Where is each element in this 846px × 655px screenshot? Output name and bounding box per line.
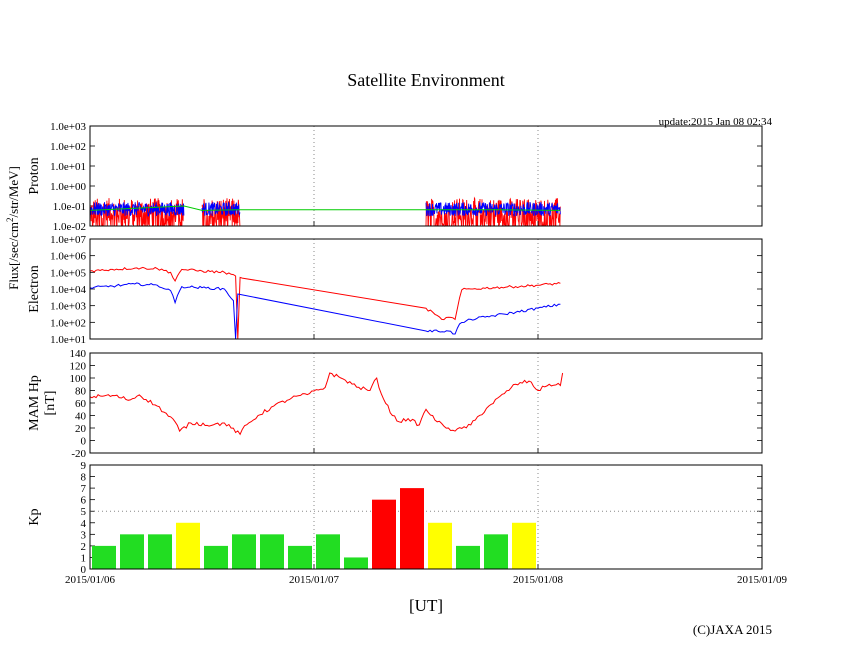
blue-series-line <box>89 282 561 340</box>
x-tick-label: 2015/01/09 <box>737 574 788 586</box>
copyright: (C)JAXA 2015 <box>693 622 772 637</box>
y-tick-label: 20 <box>75 423 87 435</box>
x-tick-label: 2015/01/07 <box>289 574 340 586</box>
panel-y-label: Electron <box>27 265 42 312</box>
panel-frame <box>89 125 763 227</box>
flux-label-prefix: Flux[/sec/cm <box>6 222 21 290</box>
electron-panel: 1.0e+01 1.0e+02 1.0e+03 1.0e+04 1.0e+05 1.0e+… <box>27 234 763 346</box>
panel-frame <box>89 352 763 454</box>
y-tick-label: 6 <box>81 495 87 507</box>
kp-bar <box>120 534 144 569</box>
y-tick-label: 1.0e+02 <box>50 141 86 153</box>
y-tick-label: 1.0e+05 <box>50 267 86 279</box>
y-tick-label: 0 <box>81 436 87 448</box>
red-series-line <box>89 266 561 340</box>
panel-y-label: Kp <box>27 508 42 525</box>
kp-bar <box>176 522 200 569</box>
y-tick-label: 9 <box>81 460 87 472</box>
y-tick-label: 1.0e+03 <box>50 301 86 313</box>
y-tick-label: 80 <box>75 386 87 398</box>
kp-bar <box>92 545 116 569</box>
y-tick-label: 1.0e+02 <box>50 317 86 329</box>
kp-bar <box>344 557 368 569</box>
y-tick-label: 1.0e+04 <box>50 284 86 296</box>
y-tick-label: 1.0e-02 <box>53 221 86 233</box>
y-tick-label: 0 <box>81 564 87 576</box>
kp-bar <box>456 545 480 569</box>
y-tick-label: 1.0e+01 <box>50 161 86 173</box>
update-timestamp: update:2015 Jan 08 02:34 <box>659 116 773 128</box>
kp-bar <box>288 545 312 569</box>
y-tick-label: 1.0e+00 <box>50 181 86 193</box>
kp-bar <box>512 522 536 569</box>
kp-bar <box>428 522 452 569</box>
kp-bar <box>260 534 284 569</box>
y-tick-label: 40 <box>75 411 87 423</box>
y-tick-label: 5 <box>81 506 87 518</box>
flux-label-suffix: /str/MeV] <box>6 166 21 217</box>
y-tick-label: 1.0e+06 <box>50 251 86 263</box>
chart-title: Satellite Environment <box>347 70 504 90</box>
proton-panel: 1.0e-02 1.0e-01 1.0e+00 1.0e+01 1.0e+02 1.0e+… <box>27 121 763 233</box>
panel-y-label: MAM Hp <box>27 375 42 431</box>
panel-y-label-unit: [nT] <box>43 391 58 416</box>
y-tick-label: 7 <box>81 483 87 495</box>
flux-label-sup: 2 <box>5 217 15 222</box>
y-tick-label: 3 <box>81 529 87 541</box>
green-series-line <box>89 205 561 211</box>
x-axis-label: [UT] <box>409 596 443 615</box>
y-tick-label: 8 <box>81 472 87 484</box>
x-tick-label: 2015/01/06 <box>65 574 116 586</box>
y-tick-label: 1.0e-01 <box>53 201 86 213</box>
y-tick-label: -20 <box>71 448 86 460</box>
y-tick-label: 140 <box>70 348 87 360</box>
y-tick-label: 120 <box>70 361 87 373</box>
kp-bar <box>204 545 228 569</box>
y-tick-label: 100 <box>70 373 87 385</box>
y-tick-label: 4 <box>81 518 87 530</box>
panel-y-label: Proton <box>27 157 42 194</box>
kp-bar <box>400 488 424 569</box>
kp-bar <box>316 534 340 569</box>
y-tick-label: 1.0e+07 <box>50 234 86 246</box>
y-tick-label: 60 <box>75 398 87 410</box>
kp-bar <box>484 534 508 569</box>
x-tick-label: 2015/01/08 <box>513 574 564 586</box>
y-tick-label: 1 <box>81 552 87 564</box>
kp-bar <box>372 499 396 569</box>
kp-bar <box>232 534 256 569</box>
y-tick-label: 1.0e+01 <box>50 334 86 346</box>
y-tick-label: 1.0e+03 <box>50 121 86 133</box>
kp-bar <box>148 534 172 569</box>
y-tick-label: 2 <box>81 541 87 553</box>
panel-frame <box>89 238 763 340</box>
panel-frame <box>89 464 763 570</box>
x-axis-ticks: 2015/01/06 2015/01/07 2015/01/08 2015/01/09 <box>65 574 788 586</box>
flux-axis-label: Flux[/sec/cm2/str/MeV] <box>5 166 21 290</box>
red-series-line <box>89 372 564 436</box>
